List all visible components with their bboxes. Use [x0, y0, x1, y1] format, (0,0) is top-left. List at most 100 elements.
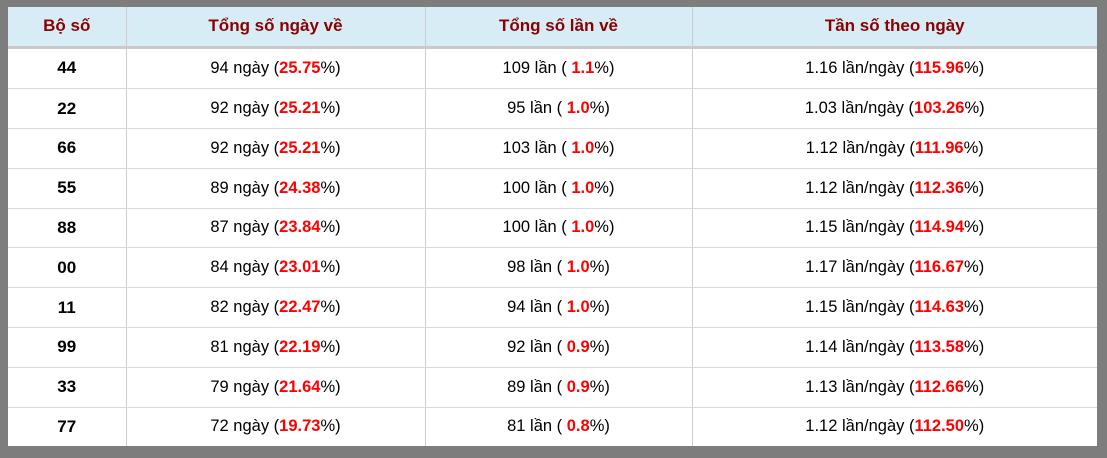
percent-close: %): [589, 298, 610, 317]
times-text: 100 lần (: [502, 178, 572, 197]
header-row: Bộ số Tổng số ngày về Tổng số lần về Tần…: [8, 7, 1097, 49]
table-row: 00 84 ngày (23.01%) 98 lần ( 1.0%) 1.17 …: [8, 247, 1097, 289]
frequency-text: 1.17 lần/ngày (: [805, 258, 915, 277]
times-percent: 1.0: [566, 99, 590, 118]
cell-times: 100 lần ( 1.0%): [425, 168, 693, 209]
days-text: 94 ngày (: [210, 58, 280, 77]
times-percent: 1.0: [571, 138, 595, 157]
cell-days: 84 ngày (23.01%): [126, 247, 426, 289]
days-percent: 19.73: [279, 417, 321, 436]
pair-number: 88: [57, 217, 77, 237]
frequency-text: 1.14 lần/ngày (: [805, 337, 915, 356]
days-text: 92 ngày (: [210, 138, 280, 157]
percent-close: %): [964, 258, 985, 277]
percent-close: %): [594, 178, 615, 197]
cell-times: 103 lần ( 1.0%): [425, 128, 693, 169]
frequency-percent: 115.96: [914, 58, 965, 77]
cell-frequency: 1.12 lần/ngày (111.96%): [692, 128, 1097, 169]
percent-close: %): [964, 377, 985, 396]
days-percent: 25.21: [279, 138, 321, 157]
cell-frequency: 1.12 lần/ngày (112.36%): [692, 168, 1097, 209]
times-text: 95 lần (: [507, 99, 567, 118]
percent-close: %): [594, 138, 615, 157]
cell-times: 109 lần ( 1.1%): [425, 47, 693, 90]
cell-pair: 44: [8, 47, 127, 90]
frequency-percent: 116.67: [914, 258, 965, 277]
col-header-total-days: Tổng số ngày về: [126, 7, 426, 49]
cell-pair: 77: [8, 407, 127, 446]
percent-close: %): [320, 58, 341, 77]
cell-times: 95 lần ( 1.0%): [425, 88, 693, 129]
frequency-text: 1.15 lần/ngày (: [805, 298, 915, 317]
percent-close: %): [964, 218, 985, 237]
times-text: 98 lần (: [507, 258, 567, 277]
cell-frequency: 1.15 lần/ngày (114.63%): [692, 287, 1097, 328]
pair-number: 66: [57, 138, 77, 158]
times-percent: 0.8: [566, 417, 590, 436]
pair-number: 00: [57, 257, 77, 277]
times-text: 92 lần (: [507, 337, 567, 356]
frequency-text: 1.15 lần/ngày (: [805, 218, 915, 237]
days-percent: 21.64: [279, 377, 321, 396]
col-header-total-times: Tổng số lần về: [425, 7, 693, 49]
frequency-text: 1.03 lần/ngày (: [804, 99, 915, 118]
cell-days: 92 ngày (25.21%): [126, 88, 426, 129]
frequency-text: 1.12 lần/ngày (: [805, 138, 915, 157]
days-text: 81 ngày (: [210, 337, 280, 356]
percent-close: %): [964, 58, 985, 77]
table-row: 88 87 ngày (23.84%) 100 lần ( 1.0%) 1.15…: [8, 208, 1097, 249]
frequency-text: 1.13 lần/ngày (: [805, 377, 915, 396]
percent-close: %): [963, 138, 984, 157]
days-text: 92 ngày (: [210, 99, 280, 118]
percent-close: %): [320, 377, 341, 396]
percent-close: %): [964, 298, 985, 317]
col-header-frequency: Tần số theo ngày: [692, 7, 1097, 49]
percent-close: %): [964, 337, 985, 356]
table-row: 77 72 ngày (19.73%) 81 lần ( 0.8%) 1.12 …: [8, 407, 1097, 446]
cell-times: 81 lần ( 0.8%): [425, 407, 693, 446]
days-text: 72 ngày (: [210, 417, 280, 436]
times-percent: 0.9: [566, 377, 590, 396]
table-row: 11 82 ngày (22.47%) 94 lần ( 1.0%) 1.15 …: [8, 287, 1097, 328]
pair-number: 55: [57, 178, 77, 198]
frequency-text: 1.16 lần/ngày (: [805, 58, 915, 77]
pair-number: 77: [57, 416, 77, 436]
frequency-percent: 112.50: [914, 417, 965, 436]
times-text: 103 lần (: [502, 138, 572, 157]
cell-pair: 55: [8, 168, 127, 209]
percent-close: %): [964, 99, 985, 118]
times-percent: 1.0: [566, 298, 590, 317]
cell-frequency: 1.17 lần/ngày (116.67%): [692, 247, 1097, 289]
frequency-percent: 114.63: [914, 298, 965, 317]
cell-days: 92 ngày (25.21%): [126, 128, 426, 169]
table-row: 99 81 ngày (22.19%) 92 lần ( 0.9%) 1.14 …: [8, 327, 1097, 368]
percent-close: %): [594, 58, 615, 77]
cell-pair: 66: [8, 128, 127, 169]
cell-frequency: 1.03 lần/ngày (103.26%): [692, 88, 1097, 129]
percent-close: %): [320, 337, 341, 356]
frequency-percent: 112.36: [914, 178, 965, 197]
cell-days: 81 ngày (22.19%): [126, 327, 426, 368]
cell-days: 94 ngày (25.75%): [126, 47, 426, 90]
cell-days: 87 ngày (23.84%): [126, 208, 426, 249]
days-percent: 23.84: [279, 218, 321, 237]
cell-days: 72 ngày (19.73%): [126, 407, 426, 446]
frequency-text: 1.12 lần/ngày (: [805, 178, 915, 197]
times-percent: 0.9: [566, 337, 590, 356]
cell-pair: 88: [8, 208, 127, 249]
percent-close: %): [964, 178, 985, 197]
days-text: 87 ngày (: [210, 218, 280, 237]
lottery-stats-table: Bộ số Tổng số ngày về Tổng số lần về Tần…: [8, 7, 1097, 446]
cell-times: 92 lần ( 0.9%): [425, 327, 693, 368]
cell-times: 98 lần ( 1.0%): [425, 247, 693, 289]
percent-close: %): [589, 417, 610, 436]
cell-pair: 33: [8, 367, 127, 408]
percent-close: %): [320, 218, 341, 237]
cell-frequency: 1.15 lần/ngày (114.94%): [692, 208, 1097, 249]
days-text: 84 ngày (: [210, 258, 280, 277]
percent-close: %): [320, 178, 341, 197]
percent-close: %): [964, 417, 985, 436]
cell-days: 82 ngày (22.47%): [126, 287, 426, 328]
times-text: 109 lần (: [502, 58, 572, 77]
times-text: 100 lần (: [502, 218, 572, 237]
